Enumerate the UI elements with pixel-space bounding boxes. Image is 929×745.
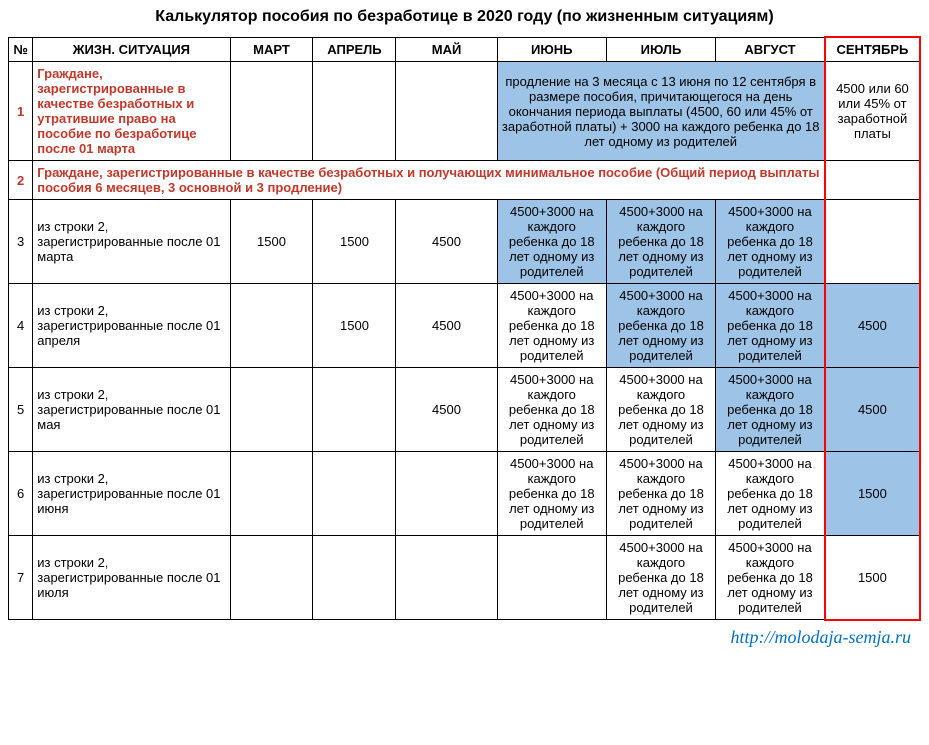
col-september: СЕНТЯБРЬ <box>825 37 920 62</box>
row-num: 4 <box>9 284 33 368</box>
cell: 4500+3000 на каждого ребенка до 18 лет о… <box>606 452 715 536</box>
row-num: 1 <box>9 62 33 161</box>
cell <box>230 536 313 620</box>
col-may: МАЙ <box>396 37 497 62</box>
cell: 4500+3000 на каждого ребенка до 18 лет о… <box>716 452 825 536</box>
cell: 4500 <box>825 284 920 368</box>
cell: 4500 <box>396 368 497 452</box>
col-march: МАРТ <box>230 37 313 62</box>
cell: 4500+3000 на каждого ребенка до 18 лет о… <box>497 284 606 368</box>
cell <box>825 200 920 284</box>
cell: 4500+3000 на каждого ребенка до 18 лет о… <box>497 368 606 452</box>
cell <box>313 62 396 161</box>
cell <box>230 452 313 536</box>
cell <box>396 62 497 161</box>
row-situation: из строки 2, зарегистрированные после 01… <box>33 452 230 536</box>
footer-link[interactable]: http://molodaja-semja.ru <box>8 627 911 648</box>
cell <box>825 161 920 200</box>
col-june: ИЮНЬ <box>497 37 606 62</box>
benefit-table: № ЖИЗН. СИТУАЦИЯ МАРТ АПРЕЛЬ МАЙ ИЮНЬ ИЮ… <box>8 36 921 621</box>
row-num: 2 <box>9 161 33 200</box>
cell: 4500+3000 на каждого ребенка до 18 лет о… <box>497 200 606 284</box>
col-num: № <box>9 37 33 62</box>
cell <box>313 368 396 452</box>
cell <box>313 452 396 536</box>
cell: 4500+3000 на каждого ребенка до 18 лет о… <box>716 200 825 284</box>
row-num: 5 <box>9 368 33 452</box>
col-april: АПРЕЛЬ <box>313 37 396 62</box>
cell <box>230 62 313 161</box>
page-title: Калькулятор пособия по безработице в 202… <box>8 8 921 26</box>
cell: 4500+3000 на каждого ребенка до 18 лет о… <box>497 452 606 536</box>
table-row: 5 из строки 2, зарегистрированные после … <box>9 368 921 452</box>
cell: 4500+3000 на каждого ребенка до 18 лет о… <box>606 368 715 452</box>
row1-sep: 4500 или 60 или 45% от заработной платы <box>825 62 920 161</box>
table-row: 3 из строки 2, зарегистрированные после … <box>9 200 921 284</box>
header-row: № ЖИЗН. СИТУАЦИЯ МАРТ АПРЕЛЬ МАЙ ИЮНЬ ИЮ… <box>9 37 921 62</box>
col-situation: ЖИЗН. СИТУАЦИЯ <box>33 37 230 62</box>
row-num: 3 <box>9 200 33 284</box>
row-situation: из строки 2, зарегистрированные после 01… <box>33 284 230 368</box>
cell <box>313 536 396 620</box>
row-num: 6 <box>9 452 33 536</box>
table-row: 2 Граждане, зарегистрированные в качеств… <box>9 161 921 200</box>
row2-text: Граждане, зарегистрированные в качестве … <box>33 161 825 200</box>
cell: 1500 <box>313 284 396 368</box>
cell <box>497 536 606 620</box>
cell: 1500 <box>230 200 313 284</box>
cell: 4500+3000 на каждого ребенка до 18 лет о… <box>606 200 715 284</box>
cell: 4500+3000 на каждого ребенка до 18 лет о… <box>606 284 715 368</box>
table-row: 1 Граждане, зарегистрированные в качеств… <box>9 62 921 161</box>
col-august: АВГУСТ <box>716 37 825 62</box>
cell: 1500 <box>313 200 396 284</box>
cell: 4500+3000 на каждого ребенка до 18 лет о… <box>716 536 825 620</box>
row-situation: из строки 2, зарегистрированные после 01… <box>33 200 230 284</box>
cell: 4500 <box>396 200 497 284</box>
col-july: ИЮЛЬ <box>606 37 715 62</box>
cell: 4500 <box>825 368 920 452</box>
cell: 4500+3000 на каждого ребенка до 18 лет о… <box>606 536 715 620</box>
table-row: 6 из строки 2, зарегистрированные после … <box>9 452 921 536</box>
row-num: 7 <box>9 536 33 620</box>
cell <box>230 284 313 368</box>
cell <box>230 368 313 452</box>
cell: 1500 <box>825 536 920 620</box>
row-situation: из строки 2, зарегистрированные после 01… <box>33 536 230 620</box>
cell: 4500+3000 на каждого ребенка до 18 лет о… <box>716 368 825 452</box>
table-row: 4 из строки 2, зарегистрированные после … <box>9 284 921 368</box>
row-situation: Граждане, зарегистрированные в качестве … <box>33 62 230 161</box>
row-situation: из строки 2, зарегистрированные после 01… <box>33 368 230 452</box>
cell: 4500 <box>396 284 497 368</box>
table-row: 7 из строки 2, зарегистрированные после … <box>9 536 921 620</box>
cell <box>396 452 497 536</box>
cell <box>396 536 497 620</box>
cell: 1500 <box>825 452 920 536</box>
cell: 4500+3000 на каждого ребенка до 18 лет о… <box>716 284 825 368</box>
row1-merged: продление на 3 месяца с 13 июня по 12 се… <box>497 62 825 161</box>
